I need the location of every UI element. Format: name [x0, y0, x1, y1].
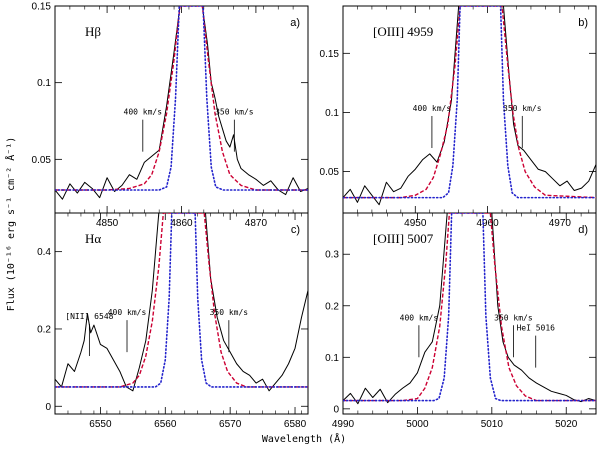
panel-c-series-observed [55, 213, 308, 392]
panel-b-series-model-narrow [343, 6, 596, 199]
panel-a-xtick-label: 4850 [96, 218, 119, 229]
panel-d-label: d) [578, 224, 588, 236]
y-axis-label: Flux (10⁻¹⁶ erg s⁻¹ cm⁻² Å⁻¹) [4, 137, 17, 312]
panel-b: 4950 4960 4970 0.05 0.1 0.15 400 km/s 350 km/s b… [320, 5, 597, 229]
panel-c-xtick-label: 6570 [219, 419, 242, 430]
panel-b-xtick-label: 4960 [476, 218, 499, 229]
panel-d-ytick-label: 0.1 [325, 353, 339, 364]
panel-c-label: c) [291, 224, 300, 236]
panel-b-annotation-label: 350 km/s [503, 104, 542, 113]
panel-b-annotation-label: 400 km/s [413, 104, 452, 113]
panel-a-series-model-narrow [55, 6, 308, 191]
panel-a-label: a) [290, 17, 300, 29]
panel-b-ytick-label: 0.1 [325, 108, 339, 119]
panel-a-series-model-broad [55, 6, 308, 191]
panel-b-xtick-label: 4970 [549, 218, 572, 229]
panel-d-xtick-label: 5010 [481, 419, 504, 430]
panel-c-xtick-label: 6580 [284, 419, 307, 430]
panel-c-annotation-label: [NII] 6548 [65, 312, 113, 321]
panel-d-xtick-label: 4990 [332, 419, 355, 430]
panel-d-series-observed [343, 213, 596, 405]
panel-d-ytick-label: 0.3 [325, 250, 339, 261]
panel-d-series-model-broad [343, 213, 596, 402]
panel-d-annotation-label: HeI 5016 [516, 324, 555, 333]
panel-b-ytick-label: 0.15 [320, 49, 340, 60]
panel-a-ytick-label: 0.1 [37, 78, 51, 89]
panel-c-line-name: Hα [85, 231, 101, 246]
panel-d-ytick-label: 0.2 [325, 301, 339, 312]
panel-b-label: b) [578, 17, 588, 29]
panel-a-ytick-label: 0.05 [32, 155, 52, 166]
panel-c-series-model-narrow [55, 213, 308, 388]
panel-b-line-name: [OIII] 4959 [373, 24, 433, 39]
panel-b-series-observed [343, 6, 596, 206]
panel-c-annotation-label: 350 km/s [210, 308, 249, 317]
x-axis-label: Wavelength (Å) [262, 432, 346, 445]
panels: 4850 4860 4870 0.05 0.1 0.15 400 km/s 350 km/s a… [32, 2, 597, 430]
panel-a-annotation-label: 400 km/s [124, 108, 163, 117]
panel-a-annotation-label: 350 km/s [215, 108, 254, 117]
panel-c-ytick-label: 0 [45, 402, 51, 413]
panel-c-ytick-label: 0.4 [37, 247, 51, 258]
panel-d: 4990 5000 5010 5020 0 0.1 0.2 0.3 400 km/s 350 km… [325, 212, 597, 430]
panel-d-line-name: [OIII] 5007 [373, 231, 434, 246]
panel-d-xtick-label: 5020 [555, 419, 578, 430]
panel-d-annotation-label: 350 km/s [494, 313, 533, 322]
panel-c-annotation-label: 400 km/s [108, 308, 147, 317]
panel-a-xtick-label: 4860 [170, 218, 193, 229]
panel-a-xtick-label: 4870 [245, 218, 268, 229]
panel-d-xtick-label: 5000 [406, 419, 429, 430]
panel-d-ytick-label: 0 [333, 404, 339, 415]
panel-d-series-model-narrow [343, 213, 596, 402]
panel-b-ytick-label: 0.05 [320, 167, 340, 178]
panel-c-xtick-label: 6560 [154, 419, 177, 430]
panel-c-xtick-label: 6550 [89, 419, 112, 430]
panel-a-ytick-label: 0.15 [32, 2, 52, 13]
panel-c-ytick-label: 0.2 [37, 324, 51, 335]
panel-d-annotation-label: 400 km/s [400, 313, 439, 322]
panel-b-series-model-broad [343, 6, 596, 199]
panel-b-xtick-label: 4950 [404, 218, 427, 229]
panel-a-line-name: Hβ [85, 24, 101, 39]
